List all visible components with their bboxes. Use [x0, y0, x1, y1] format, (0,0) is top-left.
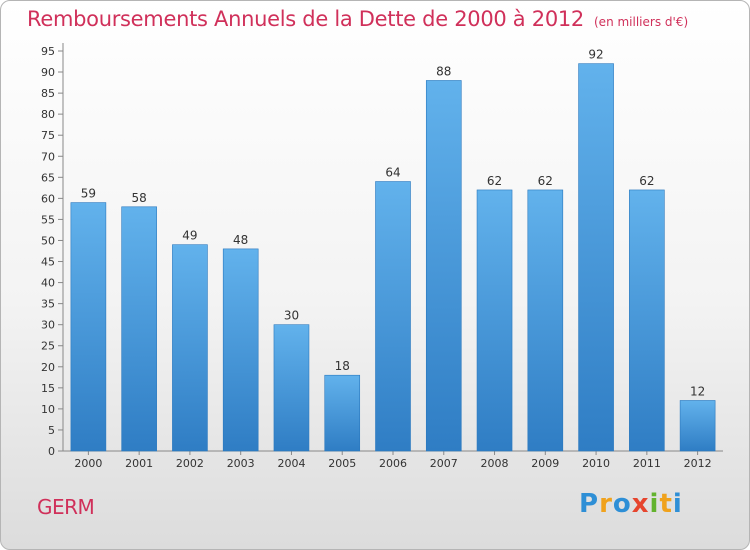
bar-2005: [324, 374, 361, 452]
x-tick-label: 2010: [582, 457, 610, 470]
y-tick-label: 20: [41, 361, 55, 374]
x-tick-label: 2011: [633, 457, 661, 470]
logo-letter: P: [579, 489, 600, 519]
bar-value-label: 30: [284, 309, 299, 323]
y-tick-label: 90: [41, 66, 55, 79]
bar-value-label: 62: [639, 174, 654, 188]
chart-title: Remboursements Annuels de la Dette de 20…: [27, 7, 688, 31]
logo-letter: r: [599, 489, 613, 519]
bar-value-label: 62: [538, 174, 553, 188]
logo-letter: o: [612, 489, 632, 519]
bar-2006: [375, 181, 411, 452]
bar-value-label: 92: [588, 48, 603, 62]
bar-value-label: 59: [81, 187, 96, 201]
bar-value-label: 58: [132, 191, 147, 205]
bar-value-label: 12: [690, 384, 705, 398]
y-tick-label: 55: [41, 213, 55, 226]
y-tick-label: 5: [48, 424, 55, 437]
y-tick-label: 60: [41, 192, 55, 205]
bar-2002: [172, 244, 208, 452]
y-tick-label: 95: [41, 45, 55, 58]
chart-title-text: Remboursements Annuels de la Dette de 20…: [27, 7, 584, 31]
bar-2011: [629, 189, 665, 452]
x-tick-label: 2009: [531, 457, 559, 470]
chart-bars: [70, 63, 716, 452]
bar-value-label: 88: [436, 64, 451, 78]
x-tick-label: 2002: [176, 457, 204, 470]
x-tick-label: 2008: [481, 457, 509, 470]
y-tick-label: 70: [41, 150, 55, 163]
x-tick-label: 2001: [125, 457, 153, 470]
bar-2008: [476, 189, 513, 452]
logo-letter: i: [649, 489, 660, 519]
x-tick-label: 2012: [684, 457, 712, 470]
bar-2007: [425, 80, 462, 452]
bar-2003: [222, 248, 259, 452]
commune-name: GERM: [37, 495, 95, 519]
x-tick-label: 2004: [277, 457, 305, 470]
y-tick-label: 25: [41, 340, 55, 353]
y-tick-label: 15: [41, 382, 55, 395]
y-tick-label: 40: [41, 277, 55, 290]
y-tick-label: 65: [41, 171, 55, 184]
chart-data-labels: 59 58 49 48 30 18 64 88 62 62 92 62 12: [81, 48, 706, 399]
y-tick-label: 0: [48, 445, 55, 458]
bar-value-label: 62: [487, 174, 502, 188]
y-tick-label: 30: [41, 319, 55, 332]
logo-letter: i: [672, 489, 683, 519]
bar-value-label: 49: [182, 229, 197, 243]
bar-value-label: 18: [335, 359, 350, 373]
x-tick-label: 2005: [328, 457, 356, 470]
bar-2010: [578, 63, 614, 452]
x-tick-label: 2007: [430, 457, 458, 470]
y-tick-label: 50: [41, 234, 55, 247]
bar-value-label: 48: [233, 233, 248, 247]
y-tick-label: 45: [41, 256, 55, 269]
bar-2012: [679, 400, 716, 452]
x-tick-label: 2000: [74, 457, 102, 470]
bar-2000: [70, 202, 107, 452]
logo-letter: x: [631, 489, 650, 519]
y-tick-label: 10: [41, 403, 55, 416]
x-tick-label: 2006: [379, 457, 407, 470]
chart-axes: 0 5 10 15 20 25 30 35 40 45 50 55 60 65 70 75 80 85 90 95 20…: [41, 43, 723, 470]
bar-2009: [527, 189, 564, 452]
logo-letter: t: [659, 489, 673, 519]
bar-2004: [273, 324, 310, 452]
chart-unit: (en milliers d'€): [594, 15, 689, 29]
proxiti-logo: Proxiti: [579, 489, 683, 519]
y-tick-label: 80: [41, 108, 55, 121]
y-tick-label: 75: [41, 129, 55, 142]
y-tick-label: 35: [41, 298, 55, 311]
bar-value-label: 64: [385, 166, 400, 180]
x-tick-label: 2003: [227, 457, 255, 470]
y-tick-label: 85: [41, 87, 55, 100]
bar-2001: [121, 206, 157, 452]
